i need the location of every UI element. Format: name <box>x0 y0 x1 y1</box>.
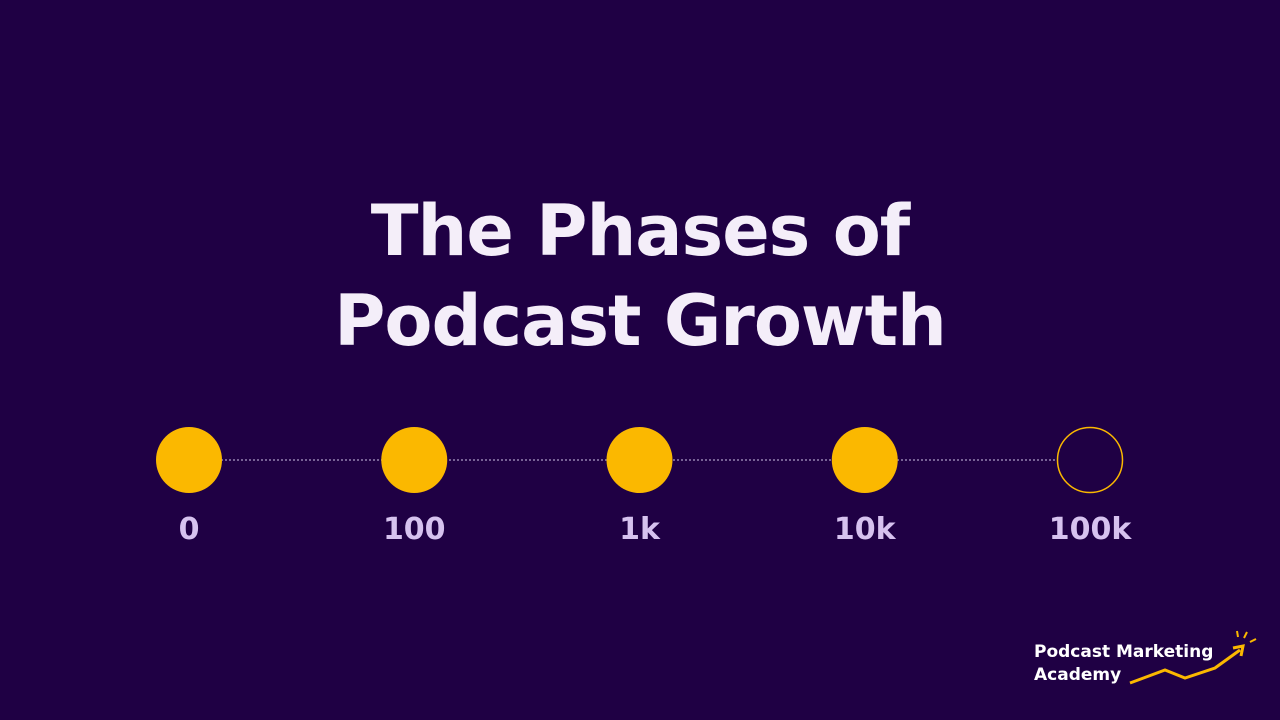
title-line: Podcast Growth <box>334 280 946 362</box>
phase-label: 1k <box>619 512 661 547</box>
logo-text: Podcast Marketing <box>1034 642 1213 662</box>
logo-arrow <box>1129 648 1241 685</box>
phase-dot <box>606 427 673 493</box>
logo-arrowhead <box>1232 644 1245 657</box>
logo-spark <box>1236 630 1257 643</box>
logo-text: Academy <box>1034 665 1121 685</box>
phase-dot <box>831 427 898 493</box>
timeline: 0 100 1k 10k 100k <box>156 426 1133 547</box>
phase-label: 10k <box>834 512 897 547</box>
phase-dot <box>1056 426 1124 494</box>
phase-label: 100 <box>383 512 446 547</box>
title-line: The Phases of <box>371 190 912 272</box>
phase-dot <box>156 427 222 493</box>
phase-label: 0 <box>179 512 200 547</box>
phase-label: 100k <box>1049 512 1133 547</box>
phase-dot <box>381 427 448 493</box>
logo: Podcast Marketing Academy <box>1034 630 1257 685</box>
